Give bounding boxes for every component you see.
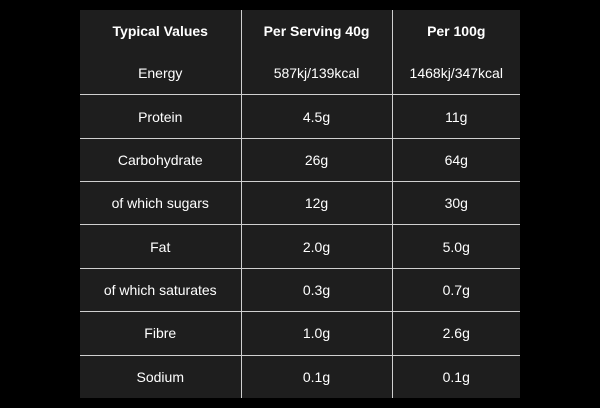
table-row: Sodium 0.1g 0.1g — [80, 354, 520, 398]
per-100g-value: 0.7g — [391, 267, 520, 313]
table-row: of which sugars 12g 30g — [80, 181, 520, 226]
per-serving-value: 4.5g — [240, 94, 393, 139]
per-100g-value: 0.1g — [391, 354, 520, 398]
nutrient-name: Protein — [80, 94, 242, 139]
per-serving-value: 2.0g — [240, 224, 393, 269]
nutrient-name: of which sugars — [80, 181, 242, 226]
per-100g-value: 1468kj/347kcal — [391, 52, 520, 96]
per-100g-value: 2.6g — [391, 311, 520, 356]
header-per-serving: Per Serving 40g — [240, 10, 393, 52]
nutrient-name: Energy — [80, 52, 242, 96]
per-100g-value: 30g — [391, 181, 520, 226]
nutrient-name: Sodium — [80, 354, 242, 398]
nutrient-name: of which saturates — [80, 267, 242, 313]
table-row: Fat 2.0g 5.0g — [80, 224, 520, 269]
nutrient-name: Carbohydrate — [80, 137, 242, 183]
per-serving-value: 0.1g — [240, 354, 393, 398]
header-row: Typical Values Per Serving 40g Per 100g — [80, 10, 520, 52]
per-serving-value: 0.3g — [240, 267, 393, 313]
nutrient-name: Fat — [80, 224, 242, 269]
nutrition-table: Typical Values Per Serving 40g Per 100g … — [80, 10, 520, 398]
table-row: Protein 4.5g 11g — [80, 94, 520, 139]
header-per-100g: Per 100g — [391, 10, 520, 52]
per-serving-value: 26g — [240, 137, 393, 183]
per-serving-value: 1.0g — [240, 311, 393, 356]
per-100g-value: 64g — [391, 137, 520, 183]
per-serving-value: 587kj/139kcal — [240, 52, 393, 96]
nutrient-name: Fibre — [80, 311, 242, 356]
table-row: of which saturates 0.3g 0.7g — [80, 267, 520, 313]
table-row: Energy 587kj/139kcal 1468kj/347kcal — [80, 52, 520, 96]
header-typical-values: Typical Values — [80, 10, 242, 52]
per-serving-value: 12g — [240, 181, 393, 226]
per-100g-value: 11g — [391, 94, 520, 139]
table-row: Carbohydrate 26g 64g — [80, 137, 520, 183]
table-row: Fibre 1.0g 2.6g — [80, 311, 520, 356]
per-100g-value: 5.0g — [391, 224, 520, 269]
